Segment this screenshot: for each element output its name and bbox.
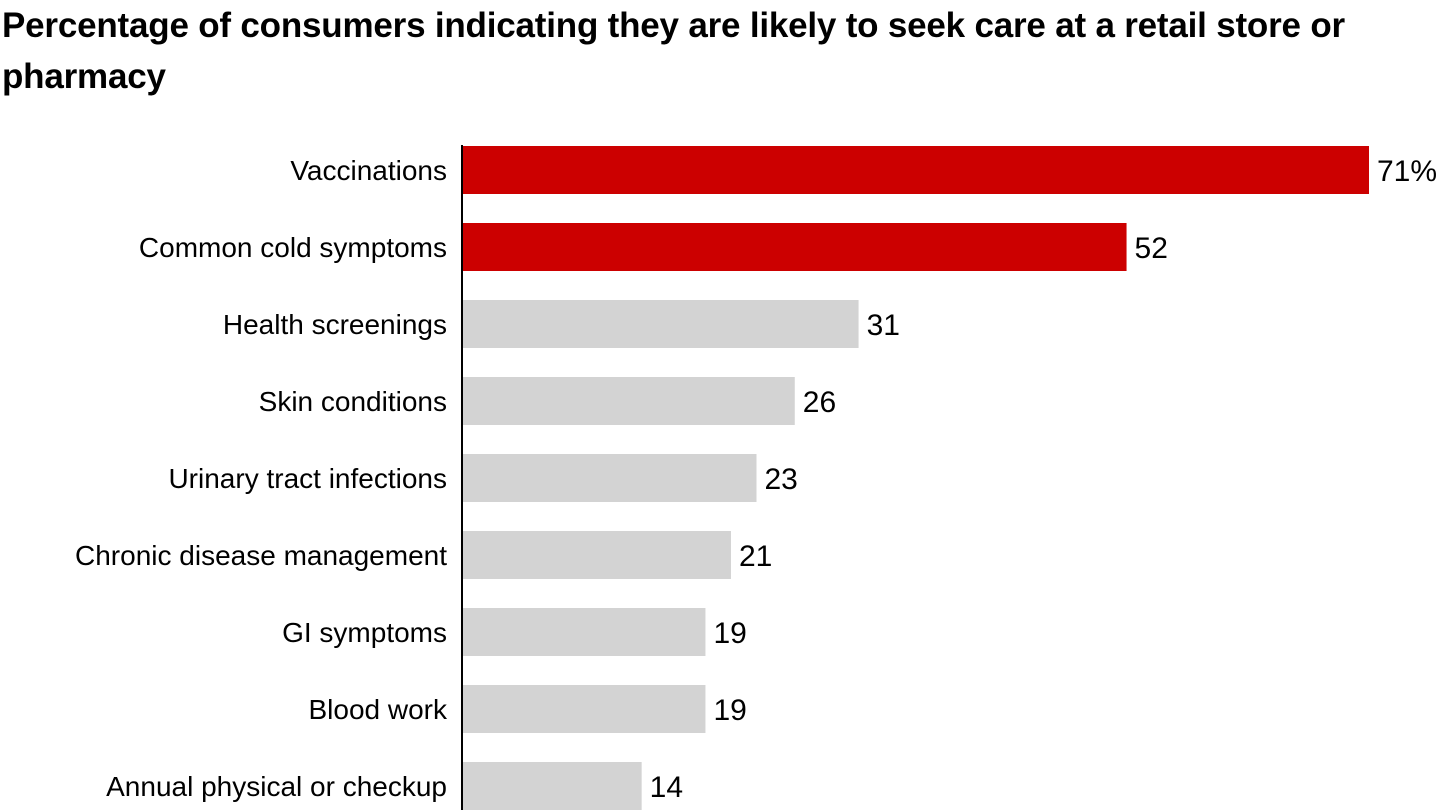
value-label: 19 [713, 694, 746, 727]
bar [463, 608, 706, 656]
value-label: 26 [803, 386, 836, 419]
bar [463, 762, 642, 810]
value-label: 31 [867, 309, 900, 342]
category-label: Blood work [308, 694, 448, 725]
bar [463, 377, 795, 425]
bar [463, 685, 706, 733]
bar [463, 454, 757, 502]
category-label: Annual physical or checkup [106, 771, 447, 802]
category-label: Skin conditions [259, 386, 447, 417]
value-label: 19 [713, 617, 746, 650]
value-label: 23 [764, 463, 797, 496]
chart-title: Percentage of consumers indicating they … [2, 6, 1345, 96]
value-label: 21 [739, 540, 772, 573]
category-label: Chronic disease management [75, 540, 447, 571]
value-label: 14 [650, 771, 683, 804]
bar [463, 146, 1369, 194]
category-label: Health screenings [223, 309, 447, 340]
value-label: 71% [1377, 155, 1437, 188]
category-label: Urinary tract infections [168, 463, 447, 494]
bar [463, 531, 731, 579]
value-label: 52 [1135, 232, 1168, 265]
category-label: Common cold symptoms [139, 232, 447, 263]
bar [463, 223, 1127, 271]
category-label: Vaccinations [290, 155, 447, 186]
bar [463, 300, 859, 348]
category-label: GI symptoms [282, 617, 447, 648]
